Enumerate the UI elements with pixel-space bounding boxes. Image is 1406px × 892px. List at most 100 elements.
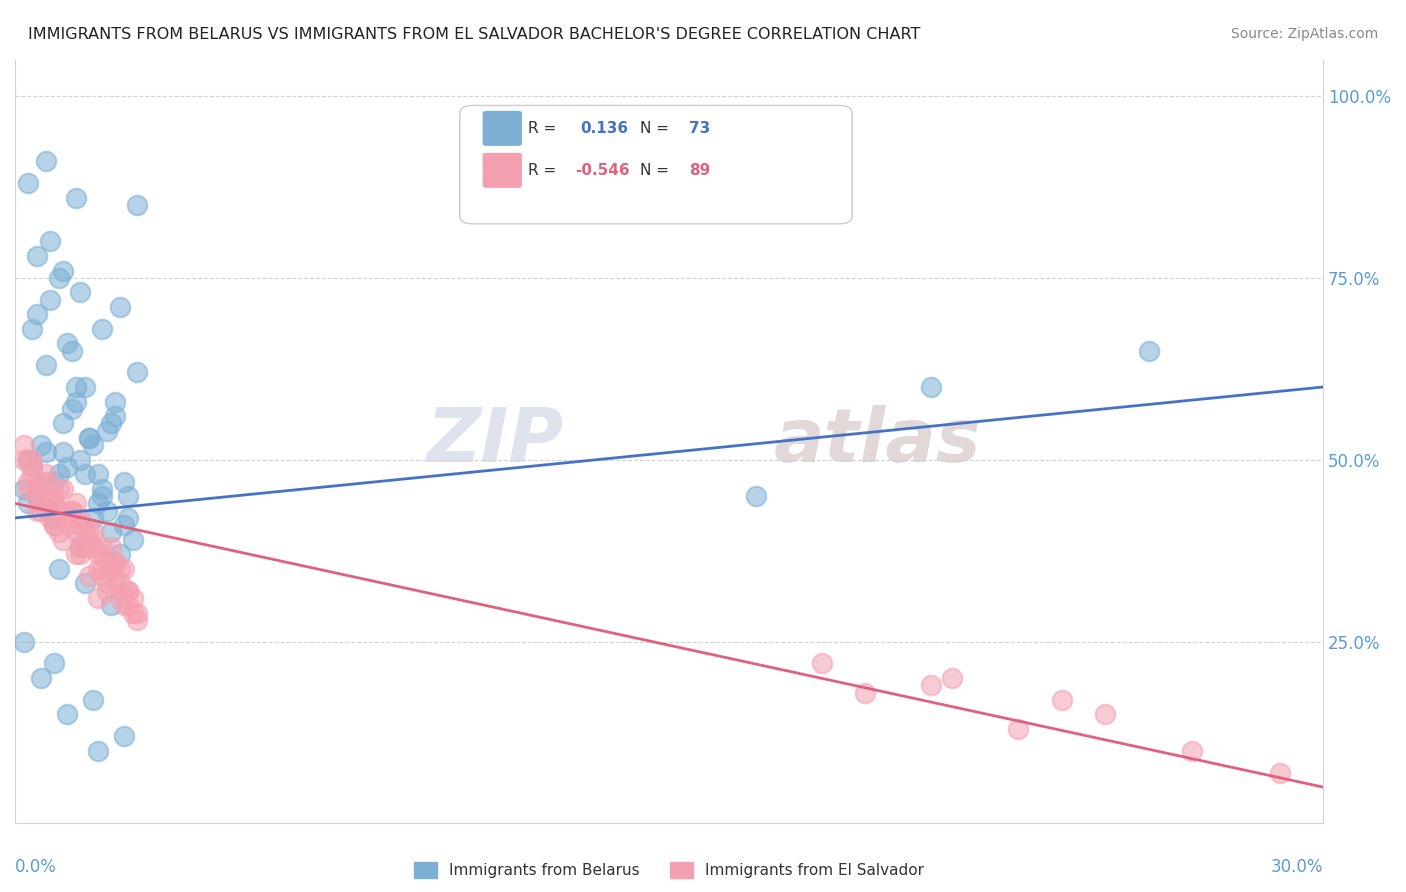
Point — [38, 293, 60, 307]
Point — [104, 555, 127, 569]
Point — [52, 482, 75, 496]
Text: 30.0%: 30.0% — [1271, 858, 1323, 876]
Point — [21, 460, 44, 475]
Point — [112, 475, 135, 489]
Point — [17, 176, 39, 190]
Point — [77, 525, 100, 540]
Point — [108, 576, 131, 591]
Point — [941, 671, 963, 685]
Point — [100, 599, 122, 613]
Point — [104, 394, 127, 409]
Point — [127, 606, 149, 620]
Point — [104, 409, 127, 423]
Point — [13, 438, 35, 452]
Point — [60, 511, 83, 525]
Point — [17, 482, 39, 496]
Point — [65, 496, 87, 510]
Point — [73, 533, 96, 547]
Text: 89: 89 — [689, 163, 710, 178]
Point — [810, 657, 832, 671]
Point — [87, 547, 110, 561]
Text: R =: R = — [527, 163, 555, 178]
FancyBboxPatch shape — [484, 153, 522, 187]
Point — [34, 445, 56, 459]
Point — [21, 322, 44, 336]
Point — [104, 576, 127, 591]
Point — [100, 562, 122, 576]
Point — [82, 511, 104, 525]
Point — [17, 496, 39, 510]
FancyBboxPatch shape — [484, 112, 522, 145]
Point — [87, 467, 110, 482]
Point — [117, 599, 139, 613]
Point — [87, 496, 110, 510]
Point — [30, 496, 52, 510]
Point — [1137, 343, 1160, 358]
Point — [87, 744, 110, 758]
Point — [91, 322, 114, 336]
Point — [91, 489, 114, 503]
Point — [1050, 693, 1073, 707]
Point — [117, 583, 139, 598]
Point — [25, 489, 48, 503]
Point — [60, 401, 83, 416]
Text: IMMIGRANTS FROM BELARUS VS IMMIGRANTS FROM EL SALVADOR BACHELOR'S DEGREE CORRELA: IMMIGRANTS FROM BELARUS VS IMMIGRANTS FR… — [28, 27, 921, 42]
Point — [56, 707, 79, 722]
Point — [56, 511, 79, 525]
Point — [1094, 707, 1116, 722]
Legend: Immigrants from Belarus, Immigrants from El Salvador: Immigrants from Belarus, Immigrants from… — [408, 856, 931, 885]
Point — [104, 555, 127, 569]
Point — [77, 431, 100, 445]
Point — [77, 569, 100, 583]
Point — [60, 503, 83, 517]
Point — [65, 191, 87, 205]
Point — [96, 583, 118, 598]
Point — [38, 489, 60, 503]
Point — [38, 489, 60, 503]
Text: ZIP: ZIP — [427, 405, 564, 478]
Point — [25, 482, 48, 496]
Point — [73, 467, 96, 482]
Point — [91, 547, 114, 561]
Point — [73, 540, 96, 554]
Point — [69, 285, 91, 300]
Point — [34, 358, 56, 372]
Point — [96, 503, 118, 517]
Point — [44, 518, 66, 533]
Point — [108, 547, 131, 561]
Point — [17, 452, 39, 467]
Point — [91, 562, 114, 576]
Point — [30, 671, 52, 685]
Point — [117, 511, 139, 525]
Point — [100, 540, 122, 554]
Point — [52, 417, 75, 431]
Point — [853, 685, 876, 699]
Point — [127, 198, 149, 212]
Point — [87, 591, 110, 605]
Point — [1007, 722, 1029, 736]
Point — [34, 475, 56, 489]
Point — [60, 503, 83, 517]
Point — [920, 678, 942, 692]
Text: Source: ZipAtlas.com: Source: ZipAtlas.com — [1230, 27, 1378, 41]
Point — [65, 394, 87, 409]
Point — [13, 482, 35, 496]
Point — [82, 438, 104, 452]
Point — [69, 452, 91, 467]
Point — [56, 336, 79, 351]
Point — [117, 489, 139, 503]
Point — [44, 496, 66, 510]
Point — [17, 452, 39, 467]
Point — [38, 511, 60, 525]
Point — [100, 417, 122, 431]
Point — [34, 482, 56, 496]
Point — [108, 591, 131, 605]
Point — [96, 555, 118, 569]
Point — [121, 606, 143, 620]
Point — [48, 467, 70, 482]
Point — [44, 518, 66, 533]
Point — [48, 482, 70, 496]
Point — [25, 503, 48, 517]
Point — [48, 503, 70, 517]
Point — [48, 562, 70, 576]
